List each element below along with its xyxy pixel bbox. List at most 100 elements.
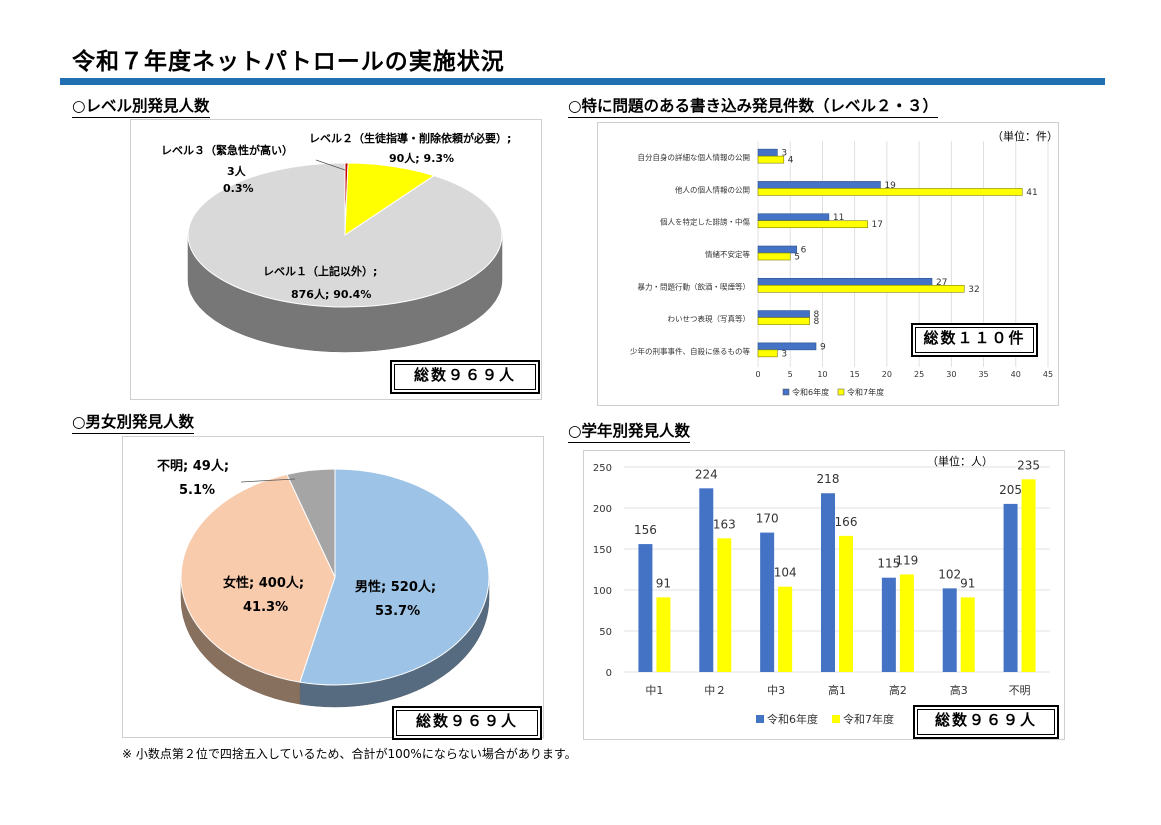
gender-unknown-leader-line	[240, 478, 296, 483]
level1-label: レベル１（上記以外）;	[263, 264, 377, 278]
posts-category-label-4: 暴力・問題行動（飲酒・喫煙等）	[638, 281, 751, 291]
grade-data-label-1-6: 235	[1017, 458, 1040, 472]
posts-data-label-0-0: 3	[781, 149, 787, 159]
posts-legend-swatch-1	[837, 388, 845, 396]
grade-bar-1-5	[960, 597, 975, 672]
grade-data-label-1-0: 91	[656, 576, 671, 590]
posts-bar-1-4	[757, 284, 965, 293]
grade-tick-label-5: 250	[593, 463, 612, 474]
posts-total-text: 総数１１０件	[923, 329, 1026, 347]
posts-category-label-3: 情緒不安定等	[705, 249, 750, 259]
posts-tick-label-5: 25	[914, 370, 924, 379]
posts-tick-label-8: 40	[1011, 370, 1021, 379]
posts-bar-1-6	[757, 349, 778, 358]
posts-data-label-1-3: 5	[794, 253, 800, 263]
grade-section-heading: ○学年別発見人数	[568, 422, 691, 443]
posts-bar-0-3	[757, 245, 797, 254]
level3-label: レベル３（緊急性が高い）	[161, 143, 293, 157]
grade-category-label-2: 中3	[767, 684, 785, 697]
grade-bar-1-3	[839, 535, 853, 672]
posts-bar-0-0	[757, 148, 778, 157]
level-pie-chart: レベル２（生徒指導・削除依頼が必要）; 90人; 9.3% レベル３（緊急性が高い）…	[161, 131, 511, 353]
gender-total-text: 総数９６９人	[415, 712, 518, 730]
grade-bar-1-1	[717, 538, 732, 672]
grade-bar-0-4	[881, 577, 896, 672]
grade-data-label-1-4: 119	[895, 553, 918, 567]
gender-female-percent: 41.3%	[243, 600, 288, 615]
grade-tick-label-4: 200	[593, 504, 612, 515]
posts-bar-0-2	[757, 213, 830, 222]
posts-data-label-1-2: 17	[872, 220, 883, 230]
grade-data-label-1-1: 163	[713, 517, 736, 531]
grade-bar-0-1	[699, 488, 714, 672]
level3-value-label: 3人	[227, 164, 247, 178]
grade-bar-0-3	[821, 493, 835, 672]
page-title: 令和７年度ネットパトロールの実施状況	[72, 49, 505, 75]
grade-tick-label-2: 100	[593, 586, 612, 597]
grade-legend-swatch-0	[756, 715, 764, 723]
posts-category-label-2: 個人を特定した誹謗・中傷	[660, 217, 750, 227]
posts-data-label-0-6: 9	[820, 342, 826, 352]
posts-tick-label-3: 15	[850, 370, 860, 379]
grade-tick-label-1: 50	[599, 627, 612, 638]
grade-legend-swatch-1	[832, 715, 840, 723]
gender-pie-chart: 不明; 49人; 5.1% 女性; 400人; 41.3% 男性; 520人; 53.7%	[157, 458, 490, 708]
level2-label: レベル２（生徒指導・削除依頼が必要）;	[309, 131, 511, 145]
posts-bar-1-3	[757, 252, 791, 261]
posts-bar-1-5	[757, 317, 810, 325]
grade-data-label-0-4: 115	[877, 557, 900, 571]
posts-data-label-0-2: 11	[833, 213, 844, 223]
grade-bar-chart: 0 50 100 150 200 250 中1 156 91 中２ 224 163 中3 170 104 高1…	[593, 458, 1050, 726]
gender-female-label: 女性; 400人;	[223, 575, 304, 591]
grade-category-label-6: 不明	[1009, 684, 1031, 697]
posts-data-label-0-3: 6	[801, 246, 807, 256]
posts-legend-swatch-0	[782, 388, 790, 396]
posts-tick-label-1: 5	[788, 370, 793, 379]
grade-chart-panel: 0 50 100 150 200 250 中1 156 91 中２ 224 163 中3 170 104 高1…	[583, 450, 1065, 740]
level-total-box: 総数９６９人	[390, 360, 540, 394]
posts-tick-label-9: 45	[1043, 370, 1053, 379]
grade-data-label-0-5: 102	[938, 567, 961, 581]
posts-data-label-0-4: 27	[936, 278, 947, 288]
posts-data-label-1-6: 3	[781, 349, 787, 359]
posts-category-label-6: 少年の刑事事件、自殺に係るもの等	[630, 346, 750, 356]
posts-data-label-1-5: 8	[814, 317, 820, 327]
posts-tick-label-7: 35	[978, 370, 988, 379]
posts-data-label-1-4: 32	[968, 285, 979, 295]
grade-bar-1-0	[656, 597, 671, 672]
gender-section-heading: ○男女別発見人数	[72, 413, 195, 434]
grade-legend-label-1: 令和7年度	[843, 712, 894, 726]
grade-bar-1-6	[1021, 479, 1036, 672]
grade-bar-0-5	[942, 588, 957, 672]
grade-tick-label-0: 0	[606, 668, 612, 679]
posts-bar-0-6	[757, 342, 817, 351]
grade-bar-1-2	[778, 586, 793, 672]
posts-unit-label: （単位：件）	[992, 130, 1058, 143]
level3-leader-line	[315, 159, 346, 171]
grade-bar-0-0	[638, 544, 653, 672]
posts-data-label-0-1: 19	[884, 181, 896, 191]
posts-bar-0-4	[757, 277, 933, 286]
posts-data-label-0-5: 8	[814, 310, 820, 320]
gender-pie-slice-0	[299, 468, 490, 686]
gender-chart-panel: 不明; 49人; 5.1% 女性; 400人; 41.3% 男性; 520人; 53.7%	[122, 436, 544, 738]
gender-pie-slice-2	[286, 468, 336, 578]
posts-legend-label-0: 令和6年度	[792, 387, 829, 397]
posts-bar-0-1	[757, 181, 881, 189]
grade-category-label-0: 中1	[645, 684, 663, 697]
gender-unknown-label: 不明; 49人;	[157, 458, 229, 474]
grade-data-label-1-3: 166	[835, 515, 858, 529]
level-section-heading: ○レベル別発見人数	[72, 97, 210, 118]
grade-total-text: 総数９６９人	[934, 711, 1037, 729]
grade-data-label-0-2: 170	[756, 512, 779, 526]
gender-male-label: 男性; 520人;	[355, 579, 436, 595]
level-pie-slice-1	[344, 162, 436, 236]
posts-tick-label-6: 30	[946, 370, 956, 379]
posts-bar-0-5	[757, 310, 810, 318]
level-pie-slice-0	[187, 162, 503, 308]
grade-category-label-4: 高2	[889, 683, 907, 697]
level2-value-label: 90人; 9.3%	[389, 151, 454, 165]
posts-bar-1-2	[757, 220, 868, 229]
title-underline-bar	[60, 78, 1105, 85]
posts-bar-1-1	[757, 188, 1023, 196]
